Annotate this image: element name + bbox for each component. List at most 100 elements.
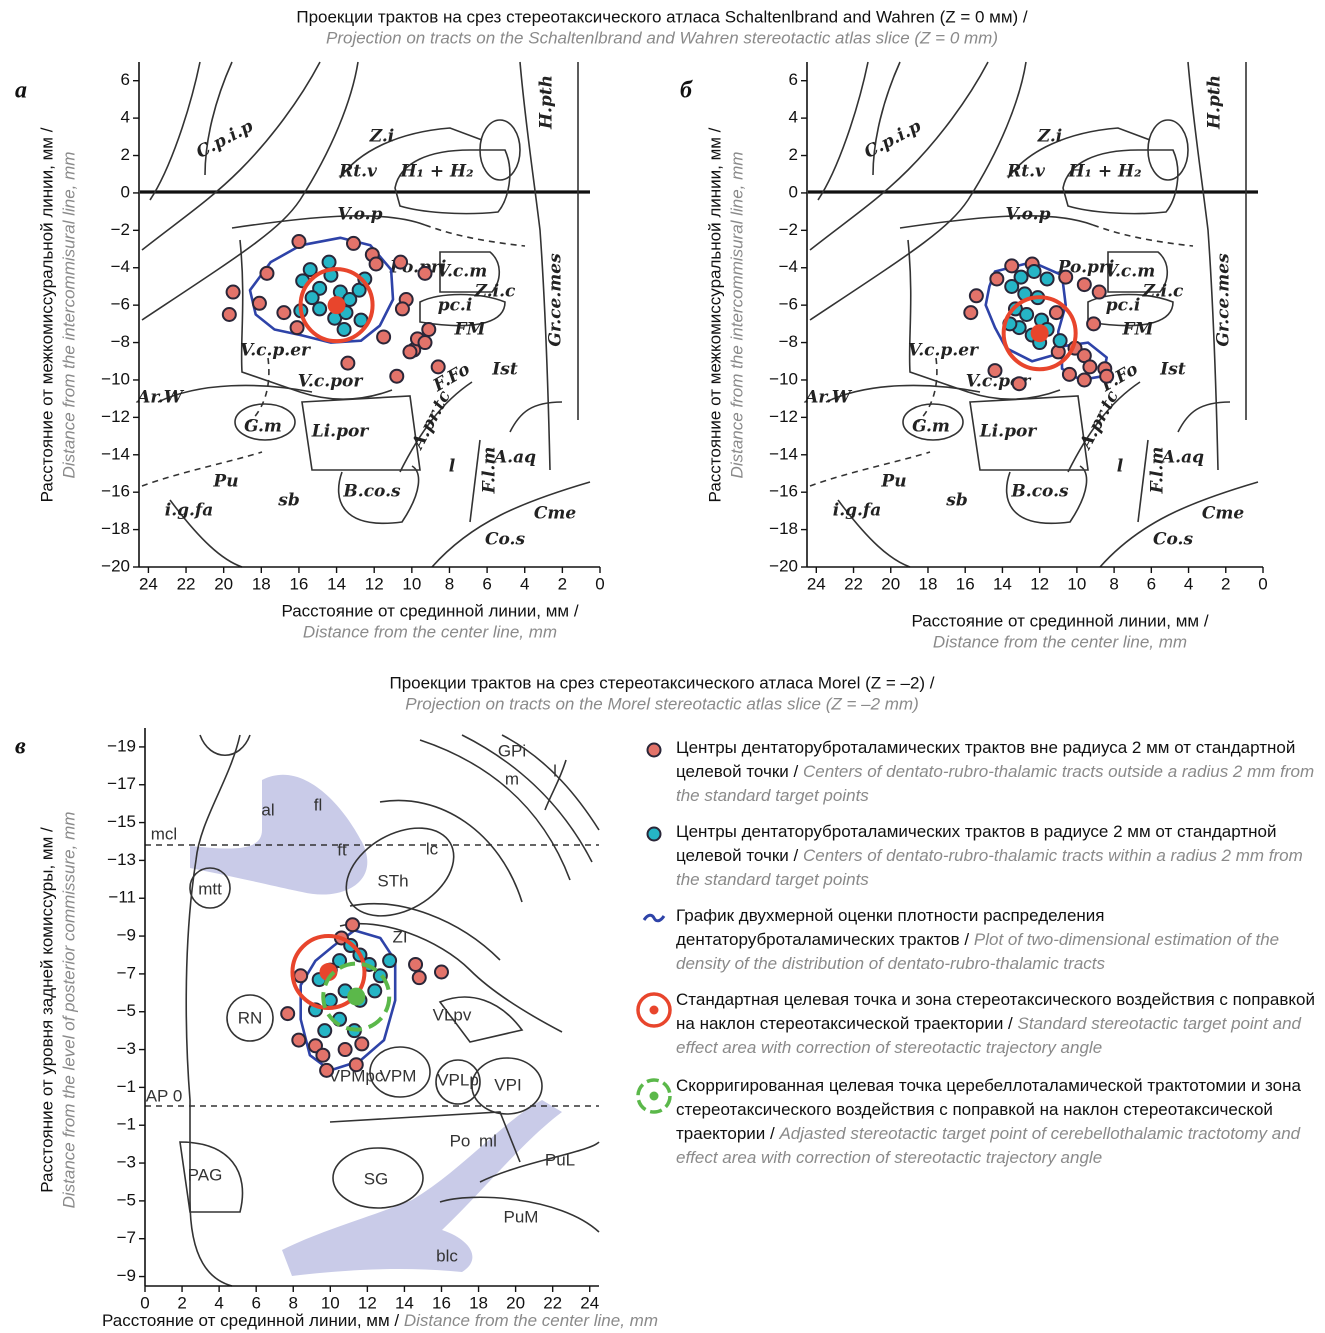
tract-center (1100, 370, 1113, 383)
atlas-label: Pu (880, 472, 906, 492)
y-tick-label: 2 (789, 145, 798, 164)
atlas-outline (150, 62, 200, 200)
tract-center (1020, 308, 1033, 321)
chart-title: Проекции трактов на срез стереотаксическ… (389, 673, 934, 692)
legend-marker (642, 906, 666, 930)
atlas-label: Z.i.c (474, 282, 516, 302)
atlas-outline (462, 735, 592, 862)
y-tick-label: −11 (108, 888, 136, 907)
legend-entry: График двухмерной оценки плотности распр… (632, 904, 1322, 976)
tract-center (306, 291, 319, 304)
tract-center (370, 258, 383, 271)
x-tick-label: 20 (881, 574, 900, 593)
x-tick-label: 14 (327, 574, 346, 593)
tract-center (988, 364, 1001, 377)
y-tick-label: −17 (107, 774, 136, 793)
chart-title: Проекции трактов на срез стереотаксическ… (296, 7, 1028, 26)
x-axis-title: Расстояние от срединной линии, мм / (911, 611, 1208, 630)
atlas-outline (232, 216, 425, 228)
x-axis-title-en: Distance from the center line, mm (303, 622, 557, 641)
x-tick-label: 6 (1147, 574, 1156, 593)
x-tick-label: 24 (807, 574, 826, 593)
atlas-label: V.c.p.er (908, 341, 979, 361)
chart-subtitle: Projection on tracts on the Schaltenlbra… (326, 28, 998, 47)
x-tick-label: 12 (365, 574, 384, 593)
target-point (1031, 324, 1049, 342)
y-tick-label: −1 (117, 1115, 136, 1134)
atlas-label: V.c.p.er (240, 341, 311, 361)
y-axis-title: Расстояние от уровня задней комиссуры, м… (37, 827, 56, 1193)
tract-center (413, 971, 426, 984)
atlas-label: Ar.W (803, 388, 853, 408)
x-tick-label: 22 (844, 574, 863, 593)
legend-dot (648, 744, 661, 757)
tract-center (350, 1058, 363, 1071)
x-tick-label: 0 (140, 1293, 149, 1312)
legend-ring-dot (650, 1006, 659, 1015)
tract-center (377, 330, 390, 343)
tract-center (970, 289, 983, 302)
atlas-label: pc.i (438, 296, 473, 316)
atlas-label: Li.por (311, 422, 370, 442)
atlas-outline (250, 358, 269, 422)
tract-center (432, 360, 445, 373)
y-tick-label: −7 (117, 963, 136, 982)
atlas-label: A.pr.tc (1075, 387, 1123, 454)
atlas-label: al (261, 800, 274, 819)
atlas-outline (470, 440, 480, 522)
tract-center (422, 323, 435, 336)
legend-marker-box (632, 1074, 676, 1116)
atlas-outline (432, 482, 590, 567)
atlas-label: A.aq (1160, 448, 1204, 468)
legend-text: Стандартная целевая точка и зона стереот… (676, 988, 1322, 1060)
x-tick-label: 8 (1109, 574, 1118, 593)
legend-marker-box (632, 736, 676, 762)
legend-ring-dot (650, 1092, 659, 1101)
legend-marker-box (632, 988, 676, 1030)
target-point (328, 296, 346, 314)
atlas-label: V.o.p (1006, 205, 1051, 225)
y-tick-label: −7 (117, 1228, 136, 1247)
y-tick-label: −18 (769, 519, 798, 538)
tract-center (281, 1007, 294, 1020)
tract-center (227, 286, 240, 299)
tract-center (339, 1043, 352, 1056)
tract-center (383, 954, 396, 967)
atlas-label: mcl (151, 824, 177, 843)
legend-entry: Стандартная целевая точка и зона стереот… (632, 988, 1322, 1060)
tract-center (1013, 377, 1026, 390)
tract-center (260, 267, 273, 280)
y-tick-label: −16 (101, 482, 130, 501)
atlas-label: Rt.v (1006, 162, 1046, 182)
tract-center (390, 370, 403, 383)
page: Projection of tracts html, body { margin… (0, 0, 1325, 1333)
tract-center (355, 1037, 368, 1050)
x-tick-label: 12 (1030, 574, 1049, 593)
atlas-label: l (1117, 457, 1124, 477)
x-tick-label: 10 (402, 574, 421, 593)
y-tick-label: −19 (107, 736, 136, 755)
atlas-label: i.g.fa (165, 501, 214, 521)
x-tick-label: 16 (289, 574, 308, 593)
y-tick-label: −18 (101, 519, 130, 538)
atlas-label: A.pr.tc (407, 387, 455, 454)
y-tick-label: −14 (769, 444, 798, 463)
legend-text: График двухмерной оценки плотности распр… (676, 904, 1322, 976)
y-tick-label: 4 (121, 108, 130, 127)
tract-center (368, 984, 381, 997)
y-tick-label: −8 (779, 332, 798, 351)
tract-center (1087, 317, 1100, 330)
tract-center (1063, 368, 1076, 381)
atlas-label: V.c.m (1105, 262, 1155, 282)
y-axis-title-en: Distance from the intercommisural line, … (59, 152, 78, 479)
x-tick-label: 10 (321, 1293, 340, 1312)
legend-dot (648, 828, 661, 841)
x-tick-label: 6 (482, 574, 491, 593)
tract-center (403, 345, 416, 358)
x-tick-label: 18 (252, 574, 271, 593)
atlas-label: Z.i (369, 127, 395, 147)
tract-center (1078, 278, 1091, 291)
atlas-region (190, 775, 367, 895)
tract-center (1059, 271, 1072, 284)
atlas-label: VPI (494, 1075, 521, 1094)
